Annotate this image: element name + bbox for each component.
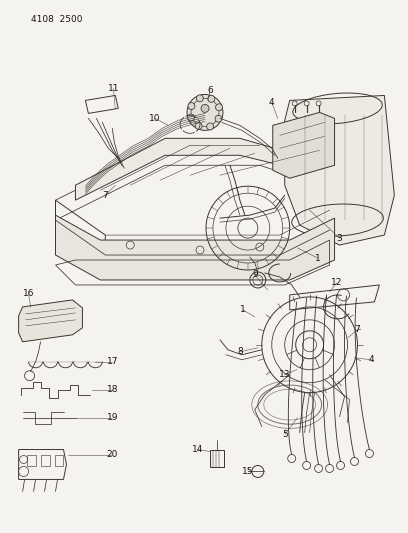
Bar bbox=[210, 449, 224, 467]
Circle shape bbox=[196, 95, 203, 102]
Circle shape bbox=[206, 123, 214, 130]
Text: 7: 7 bbox=[102, 191, 108, 200]
Bar bbox=[40, 455, 49, 466]
Text: 6: 6 bbox=[207, 86, 213, 95]
Text: 11: 11 bbox=[108, 84, 119, 93]
Text: 1: 1 bbox=[315, 254, 321, 263]
Circle shape bbox=[208, 95, 215, 102]
Bar bbox=[27, 455, 35, 466]
Text: 4: 4 bbox=[269, 98, 275, 107]
Text: 15: 15 bbox=[242, 467, 254, 476]
Polygon shape bbox=[55, 215, 335, 280]
Text: 19: 19 bbox=[106, 413, 118, 422]
Text: 10: 10 bbox=[149, 114, 161, 123]
Text: 18: 18 bbox=[106, 385, 118, 394]
Text: 9: 9 bbox=[252, 270, 258, 279]
Polygon shape bbox=[273, 112, 335, 178]
Circle shape bbox=[188, 102, 195, 110]
Circle shape bbox=[201, 104, 209, 112]
Text: 1: 1 bbox=[240, 305, 246, 314]
Text: 8: 8 bbox=[237, 348, 243, 356]
Text: 14: 14 bbox=[192, 445, 204, 454]
Circle shape bbox=[187, 114, 195, 121]
Circle shape bbox=[215, 104, 222, 111]
Text: 5: 5 bbox=[282, 430, 288, 439]
Text: 20: 20 bbox=[106, 450, 118, 459]
Polygon shape bbox=[75, 139, 310, 200]
Circle shape bbox=[187, 94, 223, 131]
Bar bbox=[55, 455, 64, 466]
Circle shape bbox=[215, 115, 222, 122]
Text: 4: 4 bbox=[368, 356, 374, 364]
Text: 17: 17 bbox=[106, 357, 118, 366]
Text: 4108  2500: 4108 2500 bbox=[31, 15, 82, 23]
Text: 3: 3 bbox=[337, 233, 342, 243]
Text: 12: 12 bbox=[331, 278, 342, 287]
Text: 7: 7 bbox=[355, 325, 360, 334]
Polygon shape bbox=[285, 95, 395, 245]
Circle shape bbox=[195, 123, 202, 130]
Text: 16: 16 bbox=[23, 289, 34, 298]
Polygon shape bbox=[19, 300, 82, 342]
Text: 13: 13 bbox=[279, 370, 290, 379]
